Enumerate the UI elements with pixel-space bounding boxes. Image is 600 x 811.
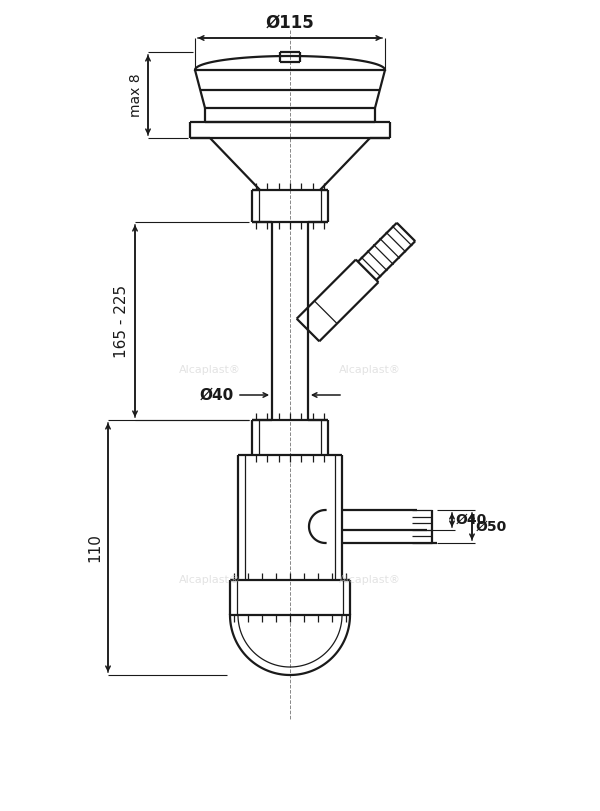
Text: 165 - 225: 165 - 225: [114, 285, 129, 358]
Text: Alcaplast®: Alcaplast®: [179, 365, 241, 375]
Text: Ø50: Ø50: [476, 520, 507, 534]
Text: Alcaplast®: Alcaplast®: [339, 575, 401, 585]
Text: Alcaplast®: Alcaplast®: [339, 365, 401, 375]
Text: Alcaplast®: Alcaplast®: [179, 575, 241, 585]
Text: Ø40: Ø40: [456, 513, 487, 527]
Text: Ø40: Ø40: [200, 388, 234, 402]
Text: Ø115: Ø115: [266, 14, 314, 32]
Text: 110: 110: [87, 533, 102, 562]
Text: max 8: max 8: [129, 73, 143, 117]
